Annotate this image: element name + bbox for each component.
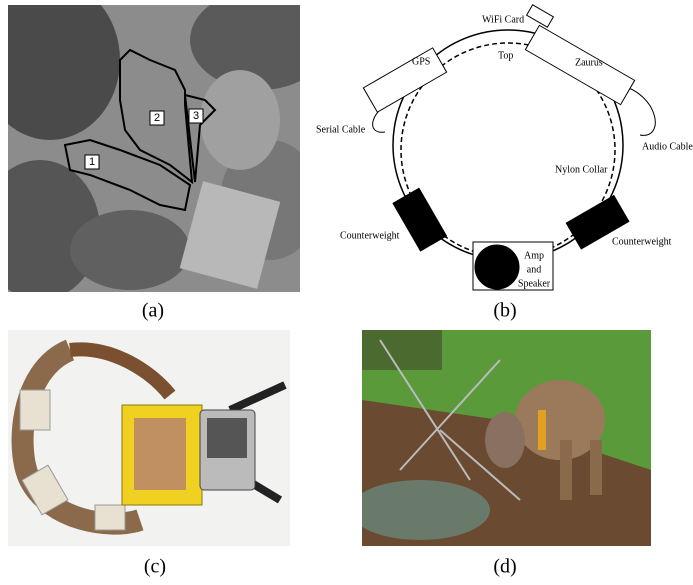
label: Zaurus	[575, 57, 603, 68]
label: Top	[498, 50, 513, 61]
region-label: 1	[89, 156, 95, 168]
cow-photo	[362, 330, 651, 546]
caption: (a)	[142, 300, 164, 322]
region-label: 2	[154, 112, 160, 124]
aerial-photo: 1 2 3	[8, 5, 300, 292]
caption: (c)	[144, 556, 166, 578]
label: GPS	[412, 56, 430, 67]
label: and	[527, 264, 541, 275]
label: Amp	[524, 250, 544, 261]
collar-diagram	[362, 4, 656, 291]
region-label: 3	[193, 110, 199, 122]
caption: (d)	[493, 556, 516, 578]
label: Counterweight	[340, 230, 400, 241]
label: Counterweight	[612, 236, 672, 247]
label: Serial Cable	[316, 124, 366, 135]
label: WiFi Card	[482, 14, 524, 25]
label: Nylon Collar	[555, 164, 608, 175]
label: Audio Cable	[642, 141, 693, 152]
label: Speaker	[518, 278, 551, 289]
caption: (b)	[493, 300, 516, 322]
collar-photo	[8, 330, 290, 546]
